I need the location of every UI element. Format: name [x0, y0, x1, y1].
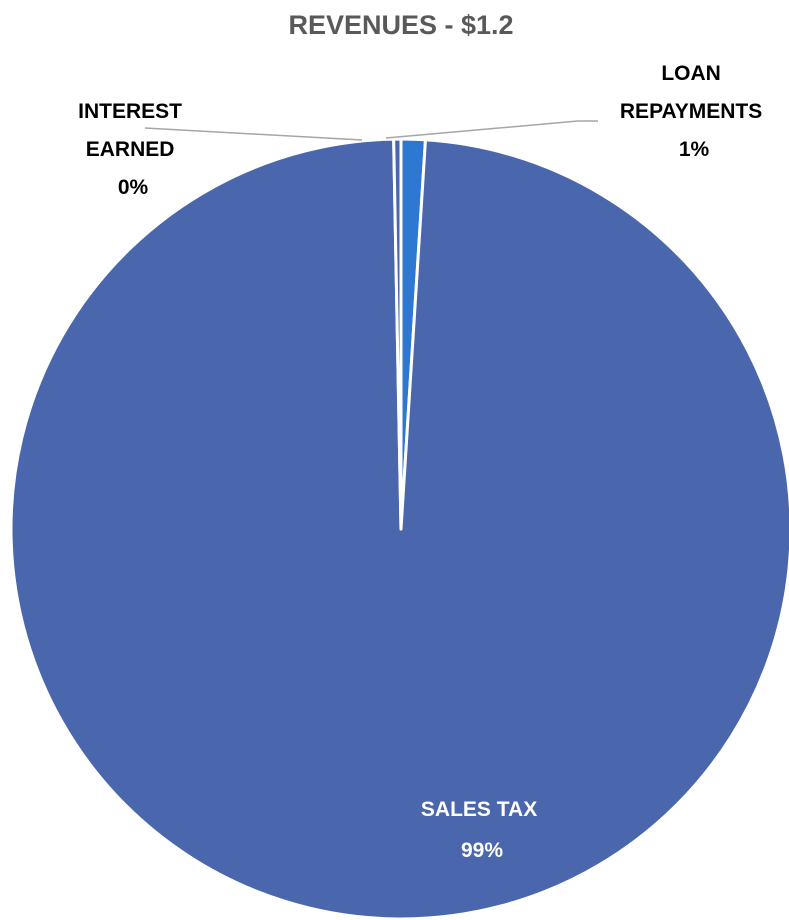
slice-label-loan-repayments-value: 1%: [679, 138, 710, 161]
slice-label-interest-earned-value: 0%: [118, 176, 149, 199]
slice-label-sales-tax: SALES TAX 99%: [421, 798, 543, 862]
slice-label-sales-tax-name: SALES TAX: [421, 798, 537, 821]
leader-line-loan-repayments: [385, 120, 598, 139]
slice-label-loan-repayments-name-line1: LOAN: [661, 62, 721, 85]
slice-label-interest-earned-name-line1: INTEREST: [78, 100, 182, 123]
slice-label-loan-repayments-name-line2: REPAYMENTS: [620, 100, 762, 123]
slice-label-interest-earned-name-line2: EARNED: [86, 138, 175, 161]
pie-slice-interest-earned: [392, 137, 403, 531]
slice-label-loan-repayments: LOAN REPAYMENTS 1%: [620, 62, 768, 161]
chart-title: REVENUES - $1.2: [288, 10, 513, 40]
slice-label-sales-tax-value: 99%: [461, 839, 503, 862]
leader-line-interest-earned: [144, 127, 363, 141]
slice-label-interest-earned: INTEREST EARNED 0%: [78, 100, 188, 199]
pie-slices: [9, 137, 789, 920]
